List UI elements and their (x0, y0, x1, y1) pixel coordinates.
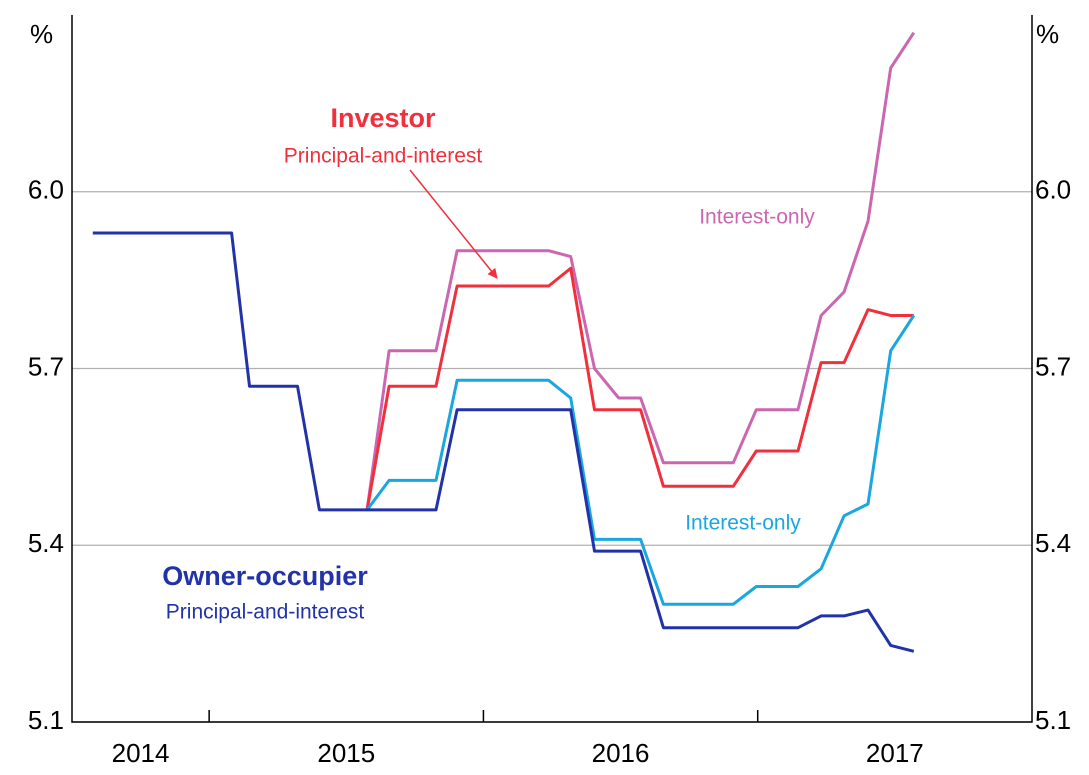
y2-tick-label: 5.7 (1035, 351, 1071, 381)
annotation: Owner-occupier (162, 561, 368, 591)
annotation: Investor (330, 103, 436, 133)
y-tick-label: 5.7 (28, 351, 64, 381)
x-tick-label: 2016 (592, 738, 650, 768)
annotation: Interest-only (699, 206, 815, 229)
lines (92, 31, 916, 653)
annotation: Principal-and-interest (166, 601, 365, 624)
y-unit-right: % (1036, 19, 1059, 49)
x-tick-label: 2015 (317, 738, 375, 768)
y-tick-label: 5.4 (28, 528, 64, 558)
y2-tick-label: 6.0 (1035, 175, 1071, 205)
series-line (92, 231, 915, 653)
y-tick-label: 5.1 (28, 705, 64, 735)
y2-tick-label: 5.1 (1035, 705, 1071, 735)
y-unit-left: % (30, 19, 53, 49)
annotation: Interest-only (685, 512, 801, 535)
y-tick-label: 6.0 (28, 175, 64, 205)
x-tick-label: 2014 (112, 738, 170, 768)
annotation-arrow (409, 169, 498, 279)
x-tick-label: 2017 (866, 738, 924, 768)
annotation: Principal-and-interest (284, 145, 483, 168)
series-line (365, 31, 916, 511)
series-line (365, 266, 914, 511)
series-line (365, 314, 916, 606)
axis-frame (71, 15, 1033, 723)
y2-tick-label: 5.4 (1035, 528, 1071, 558)
